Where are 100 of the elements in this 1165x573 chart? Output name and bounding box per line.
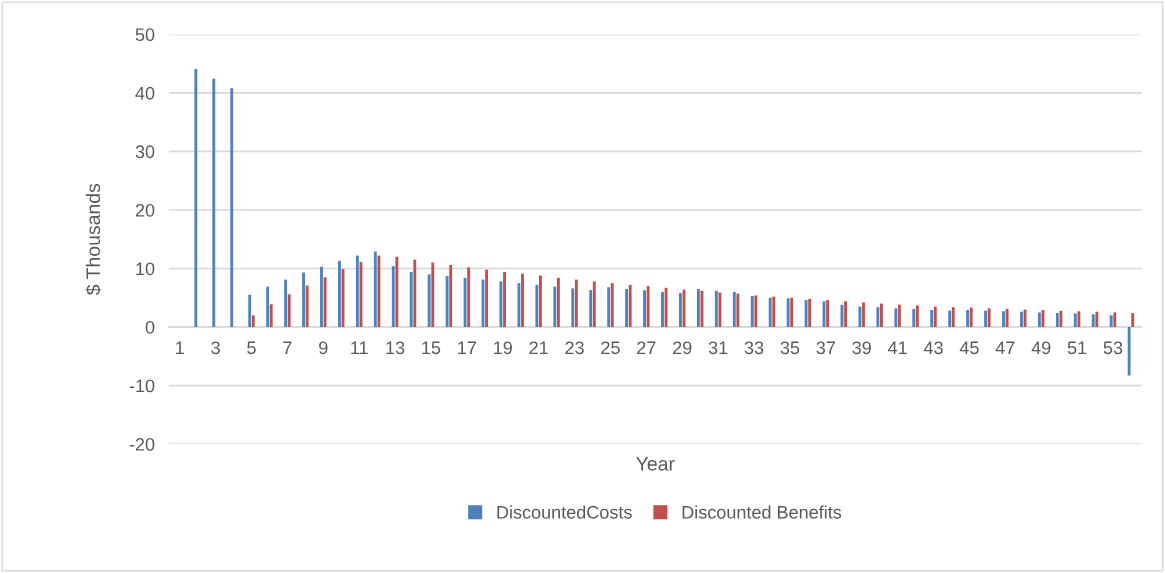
bar <box>269 304 273 328</box>
bar <box>284 279 288 328</box>
bar <box>876 307 880 328</box>
x-tick-label: 7 <box>283 341 292 354</box>
bar <box>320 266 323 328</box>
bar <box>897 304 901 328</box>
x-tick-label: 27 <box>637 341 656 354</box>
bar <box>467 267 471 328</box>
bar <box>355 255 359 328</box>
legend-label: Discounted Benefits <box>682 505 842 519</box>
legend-label: DiscountedCosts <box>497 505 632 519</box>
bar <box>894 308 898 328</box>
bar <box>1109 315 1113 328</box>
x-tick-label: 45 <box>959 341 979 355</box>
y-tick-label: 0 <box>145 320 155 334</box>
bar <box>427 274 431 328</box>
bar <box>754 295 758 328</box>
bar <box>485 269 489 328</box>
bar <box>571 288 575 328</box>
bar <box>1091 314 1095 328</box>
y-tick-label: -10 <box>129 379 155 393</box>
bar <box>1131 312 1135 328</box>
bar <box>323 277 327 328</box>
x-tick-label: 41 <box>887 341 907 354</box>
x-tick-label: 47 <box>995 341 1015 354</box>
y-tick-label: 40 <box>135 86 155 100</box>
bar <box>1055 312 1059 328</box>
bar <box>1037 312 1041 328</box>
bar <box>377 255 381 328</box>
bar <box>535 284 539 328</box>
x-tick-label: 25 <box>601 341 620 355</box>
bar <box>463 277 467 328</box>
bar <box>664 287 668 328</box>
bar <box>1095 311 1099 328</box>
bar <box>1127 327 1131 376</box>
bar <box>337 260 341 328</box>
x-tick-label: 21 <box>529 341 548 354</box>
bar <box>413 259 417 328</box>
bar <box>266 286 270 328</box>
bar <box>391 266 395 328</box>
bar <box>395 256 399 328</box>
bar <box>772 296 776 328</box>
bar <box>858 306 862 328</box>
x-tick-label: 11 <box>351 341 368 354</box>
x-tick-label: 13 <box>386 341 405 355</box>
x-tick-label: 5 <box>247 341 256 355</box>
bar <box>230 88 234 328</box>
bar <box>589 290 593 328</box>
bar <box>1005 308 1009 328</box>
bar <box>750 296 754 328</box>
bar <box>804 300 808 328</box>
bar <box>305 285 309 328</box>
bar <box>790 297 794 328</box>
bar <box>696 288 700 328</box>
bar <box>194 68 198 328</box>
x-axis-title: Year <box>636 457 675 471</box>
bar <box>930 310 934 328</box>
bar <box>714 290 718 328</box>
bar <box>987 308 991 328</box>
bar <box>212 78 216 328</box>
bar <box>732 291 736 328</box>
bar <box>517 283 521 328</box>
bar <box>862 302 865 328</box>
x-tick-label: 53 <box>1103 341 1123 355</box>
bar <box>1073 313 1077 328</box>
bar <box>251 315 255 328</box>
bar <box>808 298 812 328</box>
x-tick-label: 17 <box>458 341 476 354</box>
bar <box>844 301 847 328</box>
bar <box>1059 310 1063 328</box>
bar <box>718 292 722 328</box>
bar <box>302 272 305 328</box>
x-tick-label: 51 <box>1067 341 1087 355</box>
y-tick-label: 30 <box>135 145 155 159</box>
x-tick-label: 15 <box>422 341 441 355</box>
x-tick-label: 23 <box>565 341 584 355</box>
y-tick-label: 10 <box>136 262 155 276</box>
x-tick-label: 33 <box>744 341 764 355</box>
bar <box>556 277 560 328</box>
bar <box>933 306 937 328</box>
bar <box>431 262 435 328</box>
x-tick-label: 31 <box>708 341 728 355</box>
bar <box>646 286 650 328</box>
bar <box>610 283 614 328</box>
y-tick-label: -20 <box>129 438 155 451</box>
bar <box>607 287 611 328</box>
x-tick-label: 35 <box>780 341 800 355</box>
bar <box>1002 311 1005 328</box>
x-tick-label: 19 <box>494 341 512 355</box>
bar <box>1077 311 1081 328</box>
bar <box>521 273 524 328</box>
y-axis-title: $ Thousands <box>85 183 102 296</box>
bar <box>643 290 646 328</box>
bar <box>592 281 596 328</box>
x-tick-label: 1 <box>176 341 184 354</box>
bar <box>248 294 252 328</box>
x-tick-label: 37 <box>816 341 835 355</box>
bar <box>826 300 830 328</box>
bar <box>409 272 413 328</box>
bar <box>736 293 740 328</box>
